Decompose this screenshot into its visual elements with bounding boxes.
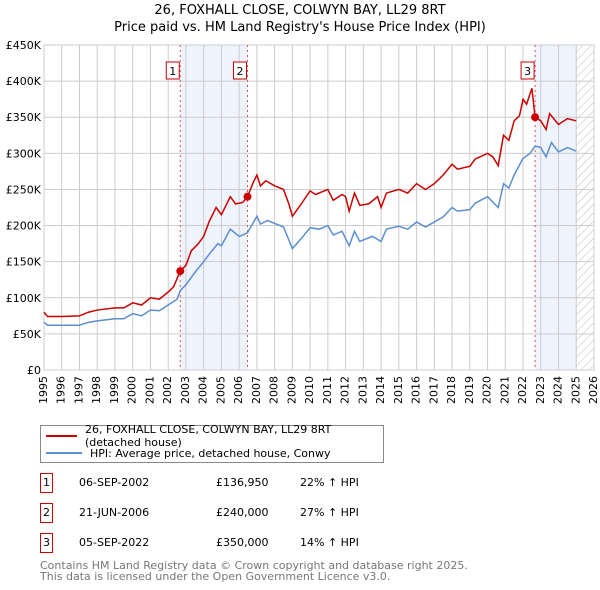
- sale-price: £240,000: [216, 506, 269, 519]
- x-tick-label: 1995: [37, 376, 50, 404]
- shaded-region: [180, 45, 248, 370]
- sale-label-box: [165, 61, 180, 80]
- y-tick-label: £100K: [6, 292, 42, 305]
- sale-label-box: [233, 61, 247, 80]
- price-chart: 1995 1996 1997 1998 1999 2000 2001 2002 2003 2004…: [6, 39, 600, 404]
- x-tick-label: 2003: [179, 376, 192, 404]
- x-tick-label: 1999: [108, 376, 121, 404]
- legend: 26, FOXHALL CLOSE, COLWYN BAY, LL29 8RT …: [40, 423, 384, 463]
- transaction-row: 1 06-SEP-2002 £136,950 22% ↑ HPI: [40, 473, 440, 493]
- x-tick-label: 2006: [232, 376, 245, 404]
- sale-label: 3: [524, 65, 531, 78]
- x-tick-label: 2024: [552, 376, 565, 404]
- x-tick-label: 2000: [126, 376, 139, 404]
- x-tick-label: 2015: [392, 376, 405, 404]
- transaction-row: 3 05-SEP-2022 £350,000 14% ↑ HPI: [40, 533, 440, 553]
- sale-date: 21-JUN-2006: [79, 506, 150, 519]
- sale-hpi-diff: 14% ↑ HPI: [300, 536, 359, 549]
- x-tick-label: 2004: [197, 376, 210, 404]
- y-tick-label: £150K: [6, 256, 42, 269]
- x-tick-label: 1997: [72, 376, 85, 404]
- sale-point: [176, 267, 185, 276]
- legend-item-hpi: HPI: Average price, detached house, Conw…: [41, 445, 331, 461]
- x-tick-label: 2018: [445, 376, 458, 404]
- x-tick-label: 2008: [268, 376, 281, 404]
- x-tick-label: 2023: [534, 376, 547, 404]
- x-tick-label: 2022: [516, 376, 529, 404]
- x-tick-label: 2017: [427, 376, 440, 404]
- y-tick-label: £250K: [6, 183, 42, 196]
- legend-item-property: 26, FOXHALL CLOSE, COLWYN BAY, LL29 8RT …: [41, 423, 383, 449]
- x-tick-label: 2021: [498, 376, 511, 404]
- footer-line: This data is licensed under the Open Gov…: [40, 570, 391, 583]
- x-tick-label: 2026: [587, 376, 600, 404]
- sale-price: £350,000: [216, 536, 269, 549]
- transaction-row: 2 21-JUN-2006 £240,000 27% ↑ HPI: [40, 503, 440, 523]
- x-tick-label: 2001: [143, 376, 156, 404]
- footer-line: Contains HM Land Registry data © Crown c…: [40, 559, 468, 572]
- sale-hpi-diff: 22% ↑ HPI: [300, 476, 359, 489]
- sale-marker-number: 1: [40, 473, 53, 493]
- y-tick-label: £400K: [6, 75, 42, 88]
- x-tick-label: 2014: [374, 376, 387, 404]
- sale-label: 2: [237, 65, 244, 78]
- x-tick-label: 2025: [569, 376, 582, 404]
- sale-label: 1: [169, 65, 176, 78]
- sale-marker-number: 2: [40, 503, 53, 523]
- x-tick-label: 2005: [214, 376, 227, 404]
- legend-label: 26, FOXHALL CLOSE, COLWYN BAY, LL29 8RT …: [84, 423, 332, 449]
- sale-label-box: [520, 61, 535, 80]
- plot-border: [43, 44, 595, 371]
- y-tick-label: £0: [27, 364, 41, 377]
- x-tick-label: 2011: [321, 376, 334, 404]
- y-tick-label: £200K: [6, 220, 42, 233]
- x-tick-label: 1998: [90, 376, 103, 404]
- x-tick-label: 2007: [250, 376, 263, 404]
- y-tick-label: £300K: [6, 147, 42, 160]
- forecast-hatch: [576, 45, 594, 370]
- legend-swatch-blue: [46, 452, 82, 454]
- x-tick-label: 1996: [55, 376, 68, 404]
- chart-subtitle: Price paid vs. HM Land Registry's House …: [114, 20, 486, 35]
- x-tick-label: 2010: [303, 376, 316, 404]
- x-tick-label: 2002: [161, 376, 174, 404]
- x-tick-label: 2019: [463, 376, 476, 404]
- sale-price: £136,950: [216, 476, 269, 489]
- sale-hpi-diff: 27% ↑ HPI: [300, 506, 359, 519]
- x-tick-label: 2012: [339, 376, 352, 404]
- x-tick-label: 2020: [481, 376, 494, 404]
- y-tick-label: £50K: [13, 328, 42, 341]
- footer: Contains HM Land Registry data © Crown c…: [40, 560, 468, 582]
- series-line: [43, 88, 577, 318]
- sale-point: [243, 192, 252, 201]
- legend-swatch-red: [46, 435, 77, 437]
- sale-point: [531, 113, 540, 122]
- shaded-region: [535, 45, 577, 370]
- sale-date: 05-SEP-2022: [79, 536, 150, 549]
- series-line: [43, 140, 577, 326]
- y-tick-label: £450K: [6, 39, 42, 52]
- y-tick-label: £350K: [6, 111, 42, 124]
- legend-label: HPI: Average price, detached house, Conw…: [90, 446, 331, 460]
- x-tick-label: 2009: [285, 376, 298, 404]
- chart-title: 26, FOXHALL CLOSE, COLWYN BAY, LL29 8RT: [154, 3, 446, 18]
- sale-marker-number: 3: [40, 533, 53, 553]
- x-tick-label: 2013: [356, 376, 369, 404]
- x-tick-label: 2016: [410, 376, 423, 404]
- sale-date: 06-SEP-2002: [79, 476, 150, 489]
